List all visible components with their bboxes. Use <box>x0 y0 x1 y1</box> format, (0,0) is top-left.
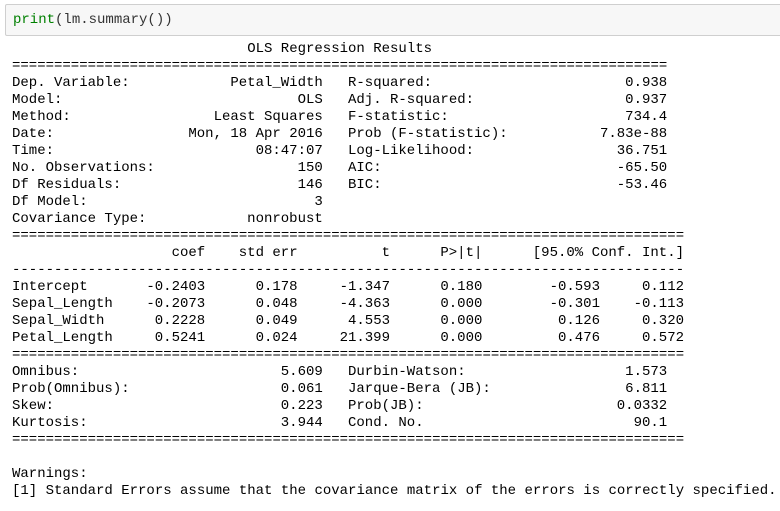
value: 6.811 <box>625 381 668 397</box>
value: Petal_Width <box>230 75 323 91</box>
cell: 0.000 <box>440 330 483 346</box>
value: nonrobust <box>247 211 323 227</box>
value: -53.46 <box>616 177 668 193</box>
value: Mon, 18 Apr 2016 <box>188 126 323 142</box>
value: 5.609 <box>280 364 323 380</box>
label: BIC: <box>348 177 382 193</box>
label: Omnibus: <box>12 364 80 380</box>
value: 3 <box>314 194 323 210</box>
cell: 0.572 <box>641 330 684 346</box>
cell: 4.553 <box>347 313 390 329</box>
term: Petal_Length <box>12 330 113 346</box>
term: Intercept <box>12 279 88 295</box>
value: -65.50 <box>616 160 668 176</box>
cell: 0.000 <box>440 313 483 329</box>
value: 146 <box>297 177 323 193</box>
value: OLS <box>297 92 323 108</box>
summary-title: OLS Regression Results <box>247 41 433 57</box>
cell: 0.5241 <box>154 330 206 346</box>
column-header: std err <box>238 245 298 261</box>
warnings-title: Warnings: <box>12 466 88 482</box>
cell: -4.363 <box>339 296 390 312</box>
cell: -0.301 <box>549 296 600 312</box>
value: 36.751 <box>616 143 668 159</box>
value: Least Squares <box>213 109 323 125</box>
column-header: P>|t| <box>440 245 483 261</box>
code-rest: (lm.summary()) <box>55 12 173 28</box>
value: 0.0332 <box>616 398 668 414</box>
value: 3.944 <box>280 415 323 431</box>
term: Sepal_Width <box>12 313 105 329</box>
label: Adj. R-squared: <box>348 92 475 108</box>
column-header: t <box>381 245 390 261</box>
label: Dep. Variable: <box>12 75 130 91</box>
value: 7.83e-88 <box>599 126 668 142</box>
value: 1.573 <box>625 364 668 380</box>
cell: -0.593 <box>549 279 600 295</box>
cell: 0.2228 <box>154 313 206 329</box>
cell: -0.2403 <box>146 279 206 295</box>
cell: 0.048 <box>255 296 298 312</box>
label: Log-Likelihood: <box>348 143 475 159</box>
label: Durbin-Watson: <box>348 364 466 380</box>
rule: ----------------------------------------… <box>12 262 685 278</box>
keyword: print <box>13 12 56 28</box>
label: R-squared: <box>348 75 433 91</box>
value: 150 <box>297 160 323 176</box>
cell: 0.180 <box>440 279 483 295</box>
cell: 0.000 <box>440 296 483 312</box>
label: Time: <box>12 143 55 159</box>
value: 0.938 <box>625 75 668 91</box>
cell: 0.320 <box>641 313 684 329</box>
value: 0.223 <box>280 398 323 414</box>
code: print(lm.summary()) <box>13 12 173 28</box>
label: Model: <box>12 92 63 108</box>
label: Skew: <box>12 398 55 414</box>
cell: -0.2073 <box>146 296 206 312</box>
column-header: coef <box>171 245 206 261</box>
label: AIC: <box>348 160 382 176</box>
value: 0.937 <box>625 92 668 108</box>
code-cell[interactable]: print(lm.summary()) <box>5 4 780 36</box>
label: Covariance Type: <box>12 211 147 227</box>
value: 08:47:07 <box>255 143 323 159</box>
label: Prob(Omnibus): <box>12 381 130 397</box>
rule: ========================================… <box>12 432 685 448</box>
label: Df Model: <box>12 194 88 210</box>
label: Jarque-Bera (JB): <box>348 381 491 397</box>
cell: 0.112 <box>641 279 684 295</box>
label: F-statistic: <box>348 109 449 125</box>
label: Prob (F-statistic): <box>348 126 508 142</box>
cell: -0.113 <box>633 296 684 312</box>
label: Kurtosis: <box>12 415 88 431</box>
rule: ========================================… <box>12 347 685 363</box>
rule: ========================================… <box>12 228 685 244</box>
cell: 0.049 <box>255 313 298 329</box>
label: No. Observations: <box>12 160 155 176</box>
rule: ========================================… <box>12 58 668 74</box>
label: Df Residuals: <box>12 177 122 193</box>
term: Sepal_Length <box>12 296 113 312</box>
label: Prob(JB): <box>348 398 424 414</box>
column-header: [95.0% Conf. Int.] <box>532 245 684 261</box>
warning: [1] Standard Errors assume that the cova… <box>12 483 777 499</box>
value: 0.061 <box>280 381 323 397</box>
cell: 0.126 <box>557 313 600 329</box>
label: Cond. No. <box>348 415 424 431</box>
cell: 0.024 <box>255 330 298 346</box>
label: Method: <box>12 109 71 125</box>
value: 734.4 <box>625 109 668 125</box>
label: Date: <box>12 126 55 142</box>
cell: 0.178 <box>255 279 298 295</box>
value: 90.1 <box>633 415 668 431</box>
cell: 21.399 <box>339 330 390 346</box>
cell: 0.476 <box>557 330 600 346</box>
cell: -1.347 <box>339 279 390 295</box>
